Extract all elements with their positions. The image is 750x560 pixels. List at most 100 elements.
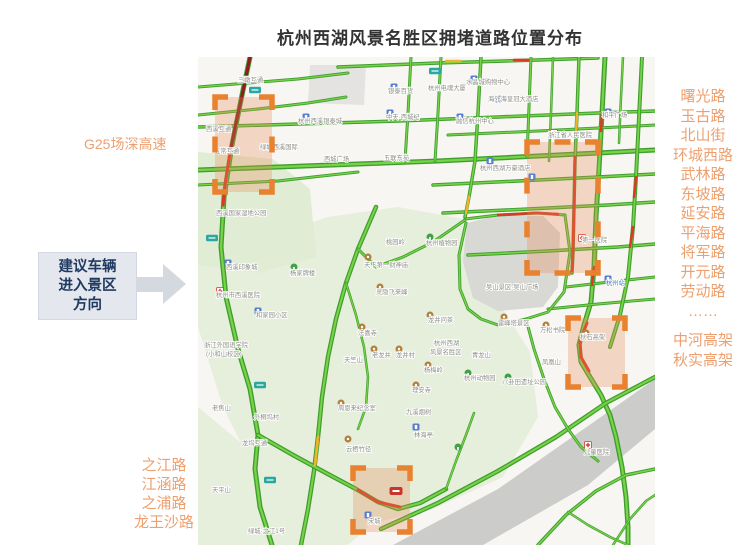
highlight-box-fill <box>568 318 625 387</box>
map-label: 灵隐飞来峰 <box>376 287 408 296</box>
bottom-left-road-label: 江涵路 <box>141 476 187 493</box>
hospital-cross-v <box>553 130 555 136</box>
right-road-label-list: 曙光路 玉古路 北山街 环城西路 武林路 东坡路 延安路 平海路 将军路 开元路 劳动路 …… <box>656 87 750 321</box>
suggestion-box-line: 进入景区 <box>58 277 117 294</box>
map-label: 天下第一财神庙 <box>364 260 408 269</box>
congestion-segment-heavy <box>570 155 577 273</box>
right-road-label: 东坡路 <box>680 185 726 203</box>
map-label: 天平山 <box>212 485 231 494</box>
road-fill <box>404 57 412 162</box>
map-label: 水晶城购物中心 <box>466 77 511 86</box>
temple-poi-glyph <box>414 383 418 387</box>
right-road-label: 开元路 <box>680 263 726 281</box>
area-qiantang-river <box>393 379 655 545</box>
map-label: 桃园岭 <box>386 237 406 246</box>
map-label: 浙江省人民医院 <box>548 130 593 139</box>
map-label: 三墩互通 <box>238 75 264 84</box>
map-label: 杭州电魂大厦 <box>428 83 466 92</box>
map-label: 龙井村 <box>396 350 416 359</box>
map-label: 周恩来纪念室 <box>338 403 376 412</box>
road-fill <box>337 57 599 68</box>
highlight-box-border <box>565 315 628 390</box>
temple-poi-glyph <box>426 363 430 367</box>
right-elevated-label: 中河高架 <box>672 332 733 349</box>
map-label: 理安寺 <box>412 385 431 394</box>
temple-poi-glyph <box>360 325 364 329</box>
building-poi-glyph <box>606 110 610 114</box>
map-label: 八卦田遗址公园 <box>502 377 546 386</box>
map-label: 五常互通 <box>214 146 240 155</box>
road-fill <box>379 375 655 531</box>
congestion-segment-heavy <box>628 225 635 249</box>
building-poi-glyph <box>606 277 610 281</box>
station-marker-glyph <box>251 89 259 91</box>
map-label: 西溪互通 <box>206 124 232 133</box>
road-fill <box>299 205 378 545</box>
map-label: 杭州市西溪医院 <box>216 290 261 299</box>
suggestion-box: 建议车辆 进入景区 方向 <box>38 252 137 320</box>
map-label: 吴山景区·吴山广场 <box>486 282 538 291</box>
building-poi-glyph <box>488 159 492 163</box>
page-title: 杭州西湖风景名胜区拥堵道路位置分布 <box>277 29 583 48</box>
congestion-segment-heavy <box>356 488 402 509</box>
congestion-segment-heavy <box>496 211 560 217</box>
road-fill <box>567 511 629 545</box>
road-fill <box>434 57 442 162</box>
map-label: 龙井问茶 <box>428 315 454 324</box>
road-fill <box>467 243 655 256</box>
map-label: 第一医院 <box>582 235 608 244</box>
map-label: 凤凰山 <box>542 357 561 366</box>
station-marker-glyph <box>256 384 264 386</box>
direction-arrow-icon <box>136 264 186 304</box>
map-label: 老焦山 <box>212 403 231 412</box>
road-fill <box>345 282 369 430</box>
temple-poi-glyph <box>372 347 376 351</box>
building-poi-glyph <box>392 85 396 89</box>
congestion-segment-heavy <box>221 151 232 207</box>
building-poi-glyph <box>530 175 534 179</box>
right-road-label: 延安路 <box>680 205 726 222</box>
map-label: 万松书院 <box>540 325 566 334</box>
highlight-box-border <box>212 94 275 195</box>
map-label: 九溪烟树 <box>406 407 432 416</box>
map-label: 杨家牌楼 <box>290 268 316 277</box>
map-label: 绿城·之江1号 <box>248 526 285 535</box>
map-label: 风景名胜区 <box>430 347 461 356</box>
congestion-segment-jam <box>228 57 252 155</box>
road-fill <box>458 222 527 326</box>
map-label: 和家园小区 <box>256 310 287 319</box>
building-poi-glyph <box>366 513 370 517</box>
map-label: 儿童医院 <box>584 447 610 456</box>
highlight-box-fill <box>527 142 598 273</box>
map-label: 杭州植物园 <box>426 238 457 247</box>
map-label: 秋石高架 <box>580 332 606 341</box>
map-label: 浙江外国语学院 <box>204 340 249 349</box>
building-poi-glyph <box>304 115 308 119</box>
right-road-label: 平海路 <box>680 224 726 242</box>
map-label: 杭州西湖万豪酒店 <box>480 163 530 172</box>
right-road-label: 玉古路 <box>680 107 726 125</box>
right-road-label: 曙光路 <box>680 88 726 105</box>
map-label: 五联东苑 <box>384 153 410 162</box>
road-fill <box>432 173 655 186</box>
right-road-label: 北山街 <box>680 127 726 144</box>
highlight-box-border <box>524 139 601 276</box>
bottom-left-road-label-list: 之江路 江涵路 之浦路 龙王沙路 <box>108 456 220 532</box>
road-fill <box>198 72 349 88</box>
building-poi-glyph <box>458 115 462 119</box>
congestion-segment-slow <box>464 195 471 215</box>
station-marker-glyph <box>266 479 274 481</box>
park-poi-glyph <box>293 267 295 270</box>
building-poi-glyph <box>472 77 476 81</box>
map-label: 法喜寺 <box>358 328 377 337</box>
label-g25-highway: G25场深高速 <box>84 136 167 152</box>
temple-poi-glyph <box>428 313 432 317</box>
park-poi-glyph <box>457 447 459 450</box>
map-label: 中天·西城纪 <box>386 112 420 121</box>
map-label: 杭州站 <box>606 278 626 287</box>
map-label: 融信杭州中心 <box>456 116 494 125</box>
suggestion-box-line: 建议车辆 <box>58 258 117 275</box>
station-marker-glyph <box>208 237 216 239</box>
map-label: 宋城 <box>368 516 381 525</box>
